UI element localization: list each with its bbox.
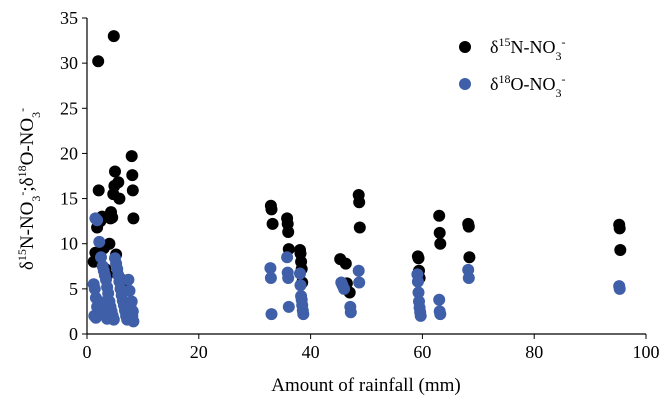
data-point bbox=[353, 196, 366, 209]
y-tick-label: 25 bbox=[60, 98, 78, 118]
data-point bbox=[266, 217, 279, 230]
data-point bbox=[89, 311, 102, 324]
data-point bbox=[411, 275, 424, 288]
data-point bbox=[107, 30, 120, 43]
data-point bbox=[125, 150, 138, 163]
data-point bbox=[434, 237, 447, 250]
y-tick-label: 20 bbox=[60, 143, 78, 163]
series-1 bbox=[87, 30, 627, 299]
data-point bbox=[352, 264, 365, 277]
x-tick-label: 20 bbox=[190, 342, 208, 362]
legend-marker bbox=[459, 78, 471, 90]
series-2 bbox=[87, 212, 626, 328]
series-layer bbox=[87, 30, 627, 328]
data-point bbox=[122, 273, 135, 286]
data-point bbox=[123, 284, 136, 297]
legend: δ15N-NO3- δ18O-NO3- bbox=[459, 35, 565, 100]
data-point bbox=[294, 267, 306, 280]
y-tick-label: 15 bbox=[60, 189, 78, 209]
data-point bbox=[433, 293, 446, 306]
legend-label: δ18O-NO3- bbox=[490, 72, 565, 100]
axes: 0 20 40 60 80 100 0 5 10 15 20 25 30 35 bbox=[60, 8, 660, 362]
data-point bbox=[112, 176, 125, 189]
data-point bbox=[92, 55, 105, 68]
data-point bbox=[462, 220, 475, 233]
x-axis-label: Amount of rainfall (mm) bbox=[271, 375, 460, 396]
data-point bbox=[126, 169, 139, 182]
y-tick-label: 5 bbox=[69, 279, 78, 299]
data-point bbox=[91, 214, 104, 227]
data-point bbox=[125, 295, 138, 308]
x-tick-label: 40 bbox=[302, 342, 320, 362]
data-point bbox=[113, 192, 126, 205]
data-point bbox=[93, 235, 106, 248]
data-point bbox=[353, 221, 366, 234]
data-point bbox=[294, 279, 307, 292]
data-point bbox=[282, 300, 295, 313]
data-point bbox=[127, 212, 140, 225]
y-tick-label: 0 bbox=[69, 324, 78, 344]
data-point bbox=[282, 272, 295, 284]
data-point bbox=[613, 282, 626, 295]
x-tick-label: 60 bbox=[413, 342, 431, 362]
data-point bbox=[339, 257, 352, 270]
y-tick-label: 10 bbox=[60, 234, 78, 254]
data-point bbox=[433, 209, 446, 222]
x-tick-label: 0 bbox=[83, 342, 92, 362]
data-point bbox=[109, 165, 121, 178]
data-point bbox=[265, 308, 278, 321]
data-point bbox=[613, 222, 626, 235]
data-point bbox=[462, 272, 475, 284]
y-tick-label: 30 bbox=[60, 53, 78, 73]
x-tick-label: 80 bbox=[525, 342, 543, 362]
data-point bbox=[414, 309, 427, 322]
data-point bbox=[264, 272, 277, 284]
data-point bbox=[281, 251, 294, 264]
data-point bbox=[614, 244, 627, 256]
x-tick-label: 100 bbox=[633, 342, 660, 362]
data-point bbox=[103, 237, 116, 250]
y-tick-label: 35 bbox=[60, 8, 78, 28]
data-point bbox=[463, 251, 476, 264]
data-point bbox=[412, 286, 425, 299]
data-point bbox=[265, 203, 278, 216]
data-point bbox=[344, 306, 357, 319]
data-point bbox=[297, 308, 310, 321]
data-point bbox=[126, 184, 139, 197]
data-point bbox=[126, 309, 139, 322]
y-axis-label: δ15N-NO3-;δ18O-NO3- bbox=[15, 108, 43, 270]
legend-label: δ15N-NO3- bbox=[490, 35, 565, 63]
data-point bbox=[282, 226, 295, 238]
data-point bbox=[95, 251, 107, 264]
data-point bbox=[412, 252, 425, 265]
data-point bbox=[106, 211, 119, 224]
data-point bbox=[264, 262, 277, 275]
data-point bbox=[338, 282, 351, 295]
data-point bbox=[353, 276, 366, 289]
data-point bbox=[95, 296, 108, 309]
data-point bbox=[433, 226, 446, 239]
data-point bbox=[92, 184, 105, 197]
data-point bbox=[88, 282, 101, 295]
data-point bbox=[434, 308, 447, 321]
legend-marker bbox=[459, 41, 471, 53]
